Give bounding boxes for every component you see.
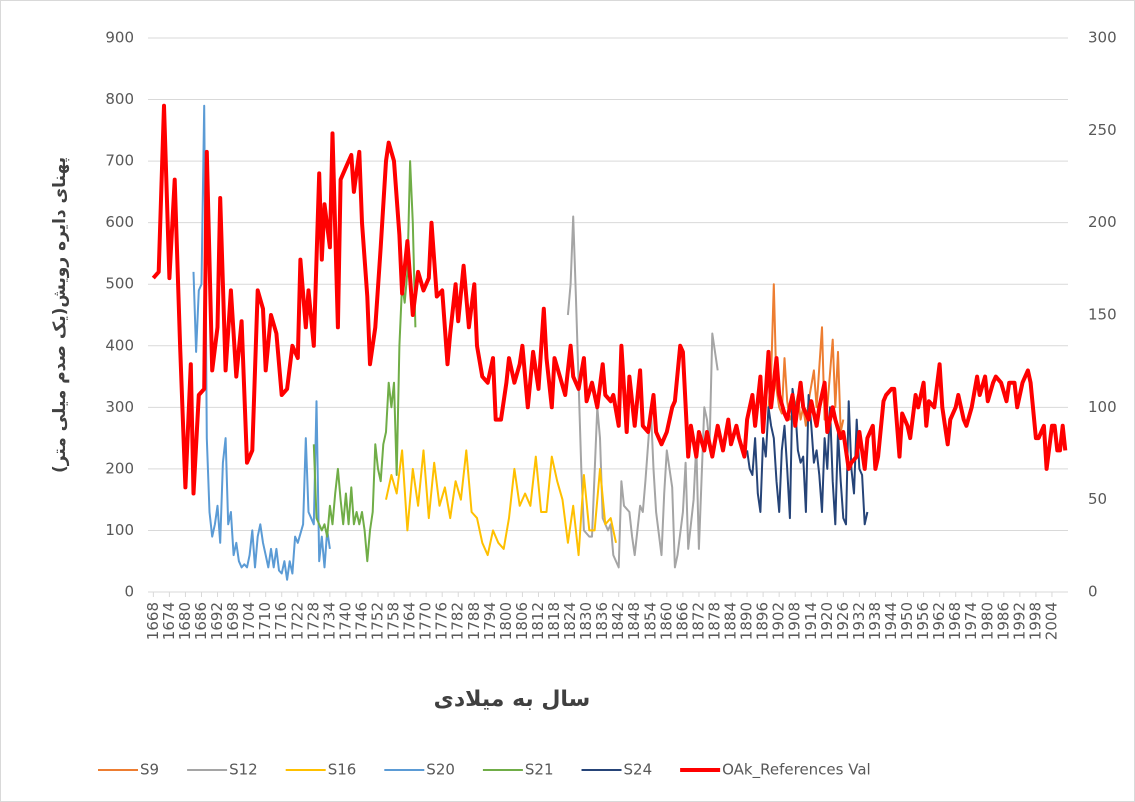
x-tick-label: 1824 bbox=[561, 602, 579, 640]
x-tick-label: 1938 bbox=[866, 602, 884, 640]
x-tick-label: 1812 bbox=[529, 602, 547, 640]
x-tick-label: 1968 bbox=[946, 602, 964, 640]
x-tick-label: 1758 bbox=[385, 602, 403, 640]
x-tick-label: 1872 bbox=[689, 602, 707, 640]
x-tick-label: 1668 bbox=[144, 602, 162, 640]
x-tick-label: 1944 bbox=[882, 602, 900, 640]
x-tick-label: 1986 bbox=[994, 602, 1012, 640]
y-tick-label: 100 bbox=[105, 521, 134, 539]
x-tick-label: 1908 bbox=[786, 602, 804, 640]
x-tick-label: 1728 bbox=[304, 602, 322, 640]
x-tick-label: 1980 bbox=[978, 602, 996, 640]
x-tick-label: 1914 bbox=[802, 602, 820, 640]
series-line bbox=[151, 103, 1068, 496]
x-tick-label: 1854 bbox=[641, 602, 659, 640]
legend-label: S16 bbox=[328, 761, 357, 779]
y-tick-label: 900 bbox=[105, 29, 134, 47]
x-tick-label: 1752 bbox=[369, 602, 387, 640]
y-tick-label: 800 bbox=[105, 90, 134, 108]
x-tick-label: 1800 bbox=[497, 602, 515, 640]
x-tick-label: 1794 bbox=[481, 602, 499, 640]
x-tick-label: 1734 bbox=[320, 602, 338, 640]
series-line bbox=[385, 449, 617, 557]
x-tick-label: 1884 bbox=[722, 602, 740, 640]
y2-tick-label: 300 bbox=[1088, 29, 1117, 47]
x-tick-label: 1692 bbox=[208, 602, 226, 640]
x-tick-label: 1788 bbox=[465, 602, 483, 640]
x-tick-label: 1686 bbox=[192, 602, 210, 640]
x-tick-label: 1848 bbox=[625, 602, 643, 640]
series-line bbox=[566, 215, 719, 569]
series-line bbox=[312, 160, 417, 563]
y-axis-label: پهنای دایره رویش(یک صدم میلی متر) bbox=[50, 157, 70, 473]
legend-label: S12 bbox=[229, 761, 258, 779]
x-tick-label: 1890 bbox=[738, 602, 756, 640]
x-tick-label: 1932 bbox=[850, 602, 868, 640]
x-tick-label: 1818 bbox=[545, 602, 563, 640]
y2-tick-label: 200 bbox=[1088, 213, 1117, 231]
x-tick-label: 1878 bbox=[705, 602, 723, 640]
x-tick-label: 1920 bbox=[818, 602, 836, 640]
x-tick-label: 1926 bbox=[834, 602, 852, 640]
legend-label: S20 bbox=[426, 761, 455, 779]
legend-label: S9 bbox=[140, 761, 159, 779]
x-tick-label: 1974 bbox=[962, 602, 980, 640]
y-tick-label: 400 bbox=[105, 336, 134, 354]
legend-label: S21 bbox=[525, 761, 554, 779]
x-axis-label: سال به میلادی bbox=[434, 687, 591, 712]
y-tick-label: 300 bbox=[105, 398, 134, 416]
x-tick-label: 1830 bbox=[577, 602, 595, 640]
y-tick-label: 0 bbox=[124, 583, 134, 601]
x-tick-label: 1896 bbox=[754, 602, 772, 640]
x-tick-label: 1770 bbox=[417, 602, 435, 640]
x-tick-label: 1710 bbox=[256, 602, 274, 640]
y2-tick-label: 50 bbox=[1088, 490, 1107, 508]
x-tick-label: 1746 bbox=[352, 602, 370, 640]
y-tick-label: 200 bbox=[105, 459, 134, 477]
x-tick-label: 1836 bbox=[593, 602, 611, 640]
x-tick-label: 1842 bbox=[609, 602, 627, 640]
x-tick-label: 1806 bbox=[513, 602, 531, 640]
series-line bbox=[192, 104, 331, 581]
x-tick-label: 1962 bbox=[930, 602, 948, 640]
x-tick-label: 1740 bbox=[336, 602, 354, 640]
legend-label: S24 bbox=[624, 761, 653, 779]
x-tick-label: 1698 bbox=[224, 602, 242, 640]
x-tick-label: 1776 bbox=[433, 602, 451, 640]
x-tick-label: 1998 bbox=[1026, 602, 1044, 640]
x-tick-label: 1722 bbox=[288, 602, 306, 640]
x-tick-label: 1992 bbox=[1010, 602, 1028, 640]
y2-tick-label: 0 bbox=[1088, 583, 1098, 601]
x-tick-label: 1950 bbox=[898, 602, 916, 640]
x-tick-label: 1680 bbox=[176, 602, 194, 640]
x-tick-label: 2004 bbox=[1042, 602, 1060, 640]
y2-tick-label: 250 bbox=[1088, 121, 1117, 139]
x-tick-label: 1866 bbox=[673, 602, 691, 640]
x-tick-label: 1902 bbox=[770, 602, 788, 640]
x-tick-label: 1704 bbox=[240, 602, 258, 640]
x-tick-label: 1782 bbox=[449, 602, 467, 640]
y-tick-label: 600 bbox=[105, 213, 134, 231]
x-tick-label: 1956 bbox=[914, 602, 932, 640]
x-tick-label: 1860 bbox=[657, 602, 675, 640]
x-tick-label: 1716 bbox=[272, 602, 290, 640]
x-tick-label: 1674 bbox=[160, 602, 178, 640]
y-tick-label: 700 bbox=[105, 152, 134, 170]
legend-label: OAk_References Val bbox=[722, 761, 871, 780]
y2-tick-label: 150 bbox=[1088, 306, 1117, 324]
y2-tick-label: 100 bbox=[1088, 398, 1117, 416]
y-tick-label: 500 bbox=[105, 275, 134, 293]
x-tick-label: 1764 bbox=[401, 602, 419, 640]
